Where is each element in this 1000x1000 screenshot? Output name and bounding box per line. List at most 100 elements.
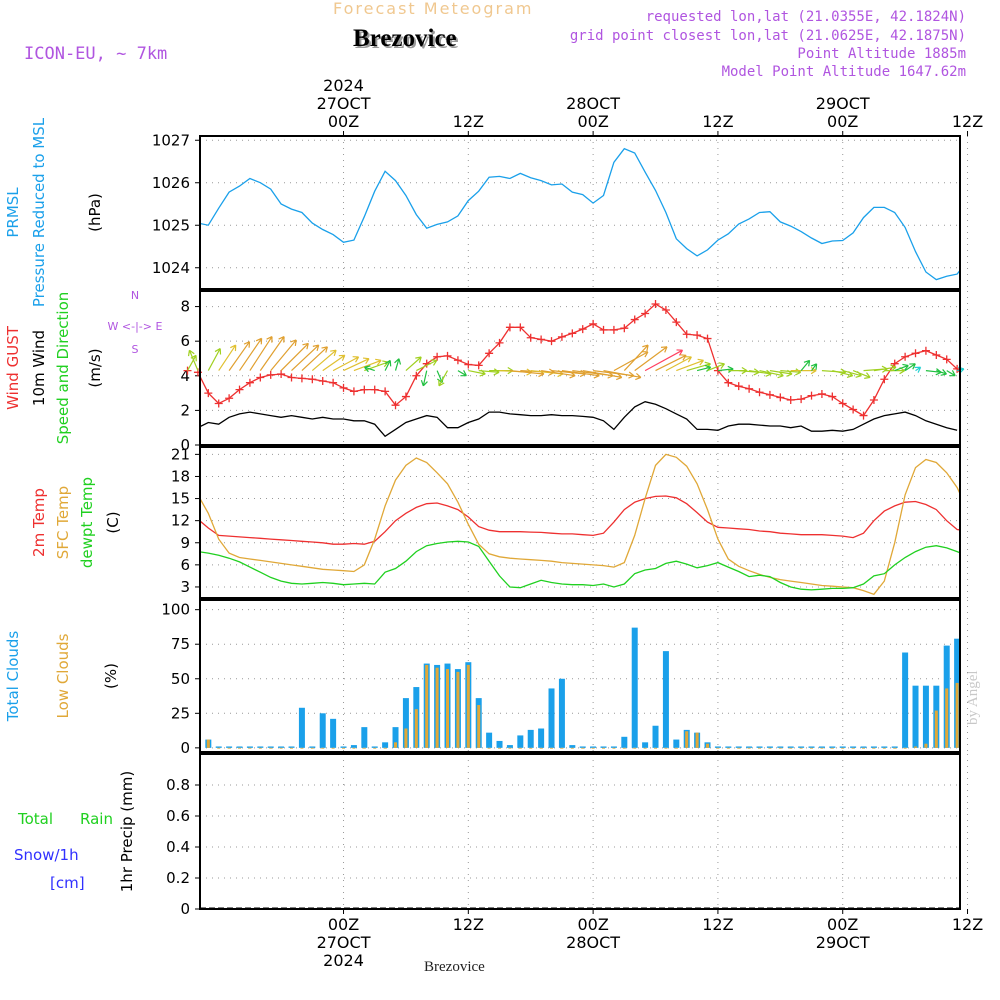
bar-low-cloud: [446, 669, 450, 748]
gust-marker: [932, 351, 941, 360]
gust-marker: [568, 329, 577, 338]
bar-low-cloud: [498, 747, 502, 749]
panel-frame-temperature: [199, 446, 961, 599]
bar-low-cloud: [435, 667, 439, 748]
bar-total-cloud: [610, 746, 617, 748]
y-tick-label: 0.8: [166, 776, 190, 794]
bar-total-cloud: [319, 713, 326, 748]
wind-vector-arrow: [405, 356, 422, 372]
bar-total-cloud: [922, 685, 929, 748]
gust-marker: [557, 332, 566, 341]
bar-low-cloud: [196, 720, 199, 748]
bar-low-cloud: [456, 671, 460, 748]
bar-total-cloud: [912, 685, 919, 748]
bar-low-cloud: [602, 747, 606, 749]
y-tick-label: 21: [171, 445, 190, 463]
gust-marker: [869, 396, 878, 405]
model-point-altitude: Model Point Altitude 1647.62m: [721, 64, 966, 80]
bar-low-cloud: [685, 731, 689, 748]
bar-total-cloud: [309, 746, 316, 748]
gust-marker: [547, 337, 556, 346]
gust-marker: [266, 370, 275, 379]
series-line-wind-gust: [200, 303, 960, 417]
precip-axis-label: 1hr Precip (mm): [118, 771, 136, 892]
gust-marker: [724, 378, 733, 387]
bar-total-cloud: [392, 727, 399, 748]
gust-marker: [817, 389, 826, 398]
bottom-time-label: 12Z: [952, 915, 983, 934]
wind-vector-arrow: [914, 366, 922, 373]
axis-label: 10m Wind: [30, 330, 48, 406]
y-tick-label: 0.2: [166, 869, 190, 887]
bar-low-cloud: [238, 747, 242, 749]
bar-low-cloud: [830, 747, 834, 749]
y-tick-label: 6: [180, 556, 190, 574]
gust-marker: [828, 392, 837, 401]
bar-low-cloud: [706, 743, 710, 748]
bar-total-cloud: [558, 678, 565, 748]
gust-marker: [505, 323, 514, 332]
bar-low-cloud: [810, 747, 814, 749]
bar-total-cloud: [787, 746, 794, 748]
bar-low-cloud: [633, 747, 637, 749]
axis-label: (C): [104, 511, 122, 533]
bar-total-cloud: [350, 745, 357, 748]
gust-marker: [401, 392, 410, 401]
y-tick-label: 0: [180, 436, 190, 454]
gust-marker: [485, 349, 494, 358]
bar-total-cloud: [746, 746, 753, 748]
axis-label: SFC Temp: [54, 486, 72, 559]
axis-label: (%): [102, 663, 120, 689]
wind-vector-arrow: [613, 351, 649, 372]
gust-marker: [942, 355, 951, 364]
wind-vector-arrow: [800, 359, 811, 371]
y-tick-label: 0: [180, 739, 190, 757]
gust-marker: [297, 374, 306, 383]
bottom-time-label: 12Z: [702, 915, 733, 934]
wind-vector-arrow: [904, 363, 916, 372]
panel-frame-pressure: [199, 135, 961, 290]
gust-marker: [329, 378, 338, 387]
panel-frame-wind: [199, 290, 961, 446]
y-tick-label: 1026: [152, 174, 190, 192]
wind-vector-arrow: [249, 336, 273, 371]
gust-marker: [537, 335, 546, 344]
bar-total-cloud: [527, 729, 534, 748]
bar-total-cloud: [870, 746, 877, 748]
axis-label: Speed and Direction: [54, 292, 72, 445]
grid-point-coords: grid point closest lon,lat (21.0625E, 42…: [569, 28, 966, 44]
gust-marker: [672, 318, 681, 327]
bar-total-cloud: [891, 746, 898, 748]
axis-label: (hPa): [86, 193, 104, 232]
gust-marker: [661, 306, 670, 315]
bar-low-cloud: [352, 747, 356, 749]
wind-vector-arrow: [218, 344, 237, 371]
y-tick-label: 12: [171, 512, 190, 530]
bar-low-cloud: [529, 747, 533, 749]
gust-marker: [349, 387, 358, 396]
bottom-time-label: 2024: [323, 951, 364, 970]
wind-vector-arrow: [291, 344, 320, 372]
gust-marker: [474, 361, 483, 370]
bar-low-cloud: [560, 747, 564, 749]
bar-total-cloud: [278, 746, 285, 748]
y-tick-label: 100: [161, 601, 190, 619]
gust-marker: [807, 391, 816, 400]
bar-total-cloud: [590, 746, 597, 748]
bar-total-cloud: [652, 725, 659, 748]
bar-total-cloud: [517, 735, 524, 748]
panel-frame-precip: [199, 753, 961, 910]
top-time-label: 00Z: [328, 112, 359, 131]
bar-total-cloud: [829, 746, 836, 748]
bar-total-cloud: [621, 736, 628, 748]
wind-vector-arrow: [207, 347, 222, 371]
bar-low-cloud: [248, 747, 252, 749]
axis-label: PRMSL: [4, 187, 22, 238]
bottom-time-label: 12Z: [453, 915, 484, 934]
bar-total-cloud: [371, 746, 378, 748]
bar-total-cloud: [600, 746, 607, 748]
y-tick-label: 2: [180, 401, 190, 419]
wind-vector-arrow: [301, 346, 328, 372]
bar-low-cloud: [622, 747, 626, 749]
wind-vector-arrow: [946, 370, 956, 377]
